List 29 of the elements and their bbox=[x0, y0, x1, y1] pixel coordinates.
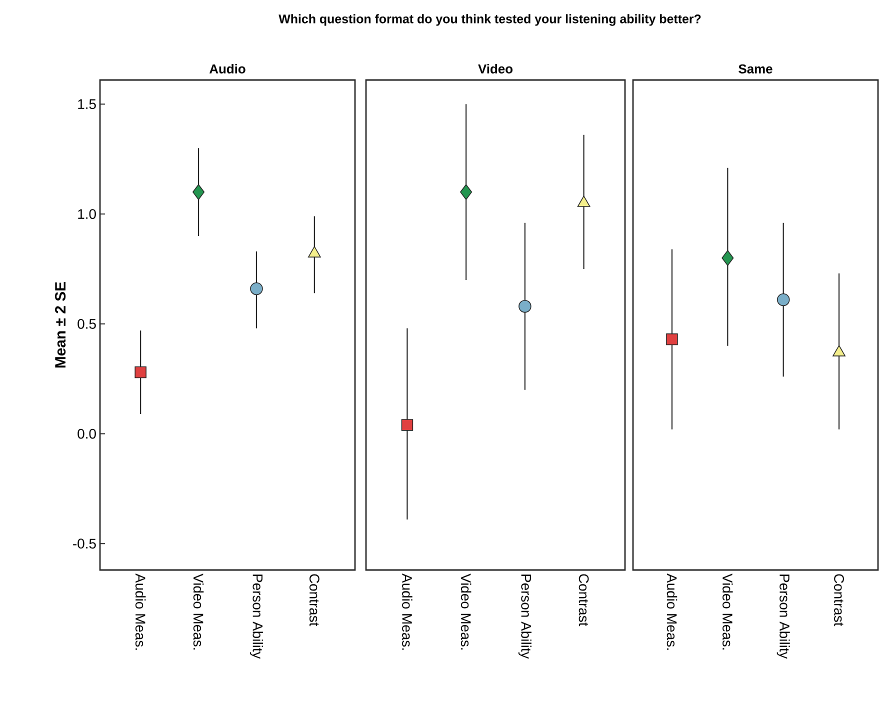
y-tick-label: 1.5 bbox=[78, 99, 96, 110]
chart-title: Same bbox=[738, 64, 772, 74]
point bbox=[250, 282, 263, 296]
x-tick-label: Contrast bbox=[309, 574, 320, 626]
y-tick-label: -0.5 bbox=[73, 538, 96, 549]
point bbox=[666, 333, 678, 346]
y-tick-label: 1.0 bbox=[78, 209, 96, 219]
chart-title: Video bbox=[478, 64, 513, 74]
x-tick-label: Audio Meas. bbox=[402, 574, 412, 650]
y-tick-label: 0.0 bbox=[78, 428, 96, 439]
y-axis-title: Mean ± 2 SE bbox=[55, 282, 66, 368]
x-tick-label: Contrast bbox=[578, 574, 589, 626]
point bbox=[192, 184, 205, 200]
x-tick-label: Video Meas. bbox=[722, 574, 733, 650]
x-tick-label: Audio Meas. bbox=[666, 574, 678, 650]
point bbox=[134, 366, 146, 378]
x-tick-label: Person Ability bbox=[776, 574, 790, 659]
x-tick-label: Person Ability bbox=[250, 574, 263, 659]
y-tick-label: 0.5 bbox=[78, 318, 96, 329]
x-tick-label: Video Meas. bbox=[460, 574, 472, 650]
x-tick-label: Audio Meas. bbox=[135, 574, 146, 650]
x-tick-label: Video Meas. bbox=[193, 574, 204, 650]
chart-title: Audio bbox=[209, 64, 246, 74]
point bbox=[832, 345, 846, 356]
point bbox=[722, 250, 734, 266]
point bbox=[776, 293, 790, 306]
x-tick-label: Person Ability bbox=[518, 574, 532, 659]
text: Which question format do you think tested your listening ability better? bbox=[278, 14, 701, 26]
x-tick-label: Contrast bbox=[834, 574, 844, 626]
